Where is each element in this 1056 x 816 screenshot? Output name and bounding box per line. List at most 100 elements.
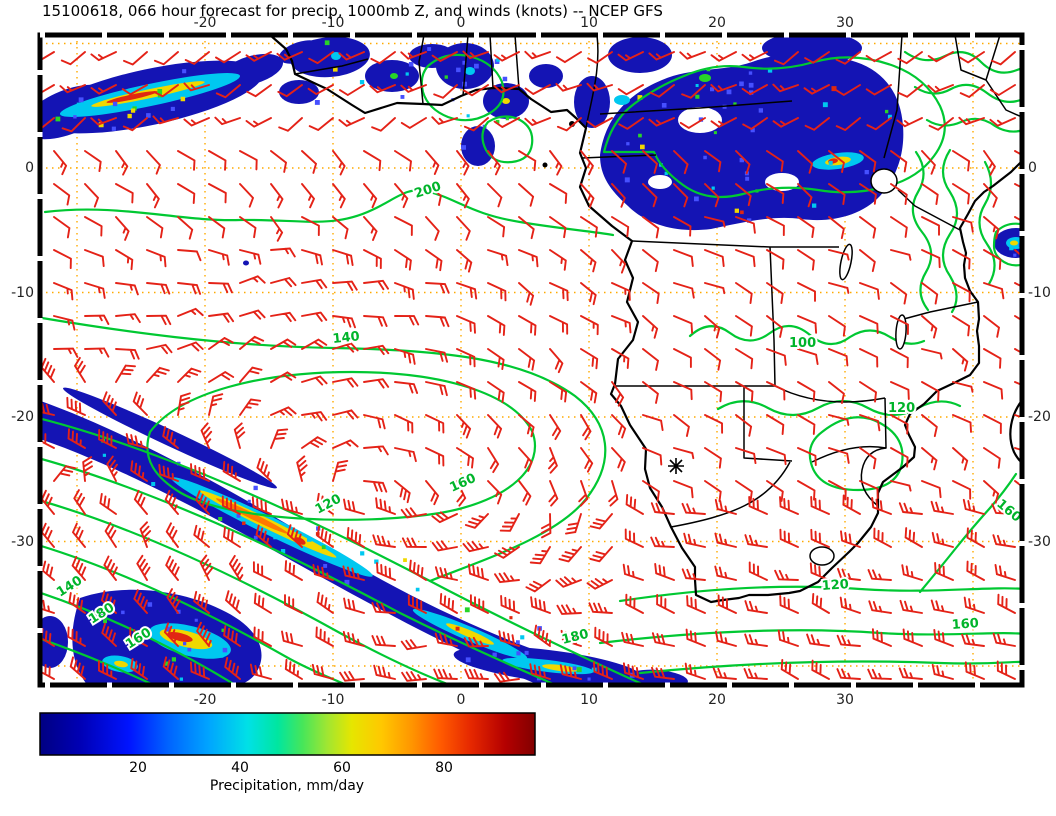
x-tick-label: 0 [457, 692, 466, 708]
x-tick-label: 10 [580, 15, 598, 31]
station-marker-asterisk [668, 458, 684, 474]
height-contour [43, 189, 615, 237]
height-contour [40, 417, 644, 685]
coastlines-and-borders [268, 35, 1022, 604]
precip-area [40, 400, 634, 685]
height-contour [146, 370, 537, 521]
x-tick-label: -20 [194, 15, 217, 31]
contour-label: 120 [888, 401, 915, 416]
plot-title: 15100618, 066 hour forecast for precip, … [42, 2, 663, 20]
colorbar-tick: 40 [231, 760, 249, 776]
colorbar-caption: Precipitation, mm/day [210, 778, 364, 794]
x-tick-label: 20 [708, 15, 726, 31]
precip-area [461, 126, 495, 166]
y-tick-label: -20 [1028, 409, 1051, 425]
country-border [769, 246, 776, 387]
precip-intense-core [614, 95, 630, 105]
x-tick-label: 20 [708, 692, 726, 708]
wind-barbs [40, 50, 1022, 683]
height-contour [40, 591, 238, 685]
contour-label: 120 [821, 577, 849, 594]
precip-area [529, 64, 563, 88]
x-tick-label: 30 [836, 692, 854, 708]
y-tick-label: 0 [1028, 160, 1037, 176]
colorbar-tick: 80 [435, 760, 453, 776]
height-contour [688, 324, 926, 346]
country-border [489, 35, 494, 89]
station-marker [668, 458, 684, 474]
precip-area [243, 260, 249, 266]
lake [870, 168, 898, 194]
precip-intense-core [1010, 240, 1018, 246]
coastline-madagascar [1009, 398, 1022, 465]
height-contour [598, 629, 1022, 645]
country-border [860, 447, 887, 507]
height-contour [941, 148, 959, 314]
colorbar-gradient [39, 712, 536, 756]
colorbar: 20 40 60 80 Precipitation, mm/day [39, 712, 536, 794]
contour-label: 200 [413, 179, 443, 202]
x-tick-label: -10 [322, 692, 345, 708]
x-axis-bottom: -20 -10 0 10 20 30 [194, 692, 854, 708]
y-tick-label: -30 [1028, 534, 1051, 550]
country-border [899, 301, 979, 321]
island [542, 162, 548, 168]
x-tick-label: -10 [322, 15, 345, 31]
precip-intense-core [216, 498, 288, 534]
height-contour [618, 585, 1022, 603]
height-contour [911, 150, 933, 312]
y-tick-label: -30 [11, 534, 34, 550]
wind-barb-field [40, 50, 1022, 683]
country-border [774, 385, 886, 403]
y-axis-right: 0 -10 -20 -30 [1028, 160, 1051, 550]
y-axis-left: 0 -10 -20 -30 [11, 160, 34, 550]
country-border [418, 35, 425, 105]
height-contour [913, 83, 1022, 104]
y-tick-label: -10 [11, 285, 34, 301]
country-border [514, 35, 520, 90]
x-tick-label: -20 [194, 692, 217, 708]
x-axis-top: -20 -10 0 10 20 30 [194, 15, 854, 31]
contour-label: 180 [560, 627, 590, 648]
country-border [462, 35, 469, 97]
precip-intense-core [542, 664, 578, 672]
height-contour [602, 56, 946, 199]
country-border [585, 35, 599, 129]
precip-intense-core [465, 67, 475, 75]
colorbar-tick: 60 [333, 760, 351, 776]
coastline-africa [268, 35, 1022, 604]
country-border [743, 386, 793, 462]
country-border [631, 240, 839, 248]
precip-area [608, 37, 672, 73]
height-contour [40, 316, 607, 583]
country-border [897, 189, 961, 231]
x-tick-label: 30 [836, 15, 854, 31]
lake [839, 243, 853, 281]
precip-area [40, 616, 68, 668]
contour-label: 140 [332, 329, 361, 347]
country-border [670, 461, 791, 528]
precip-area [600, 53, 904, 231]
precip-area [290, 36, 370, 78]
precip-intense-core [114, 660, 128, 668]
country-border-lesotho [809, 546, 835, 566]
x-tick-label: 10 [580, 692, 598, 708]
lake [895, 314, 907, 350]
precip-intense-core [502, 98, 510, 104]
precip-intense-core [331, 52, 341, 60]
y-tick-label: 0 [25, 160, 34, 176]
precip-intense-core [106, 91, 158, 103]
y-tick-label: -10 [1028, 285, 1051, 301]
contour-label: 100 [789, 336, 816, 351]
precip-area [279, 80, 319, 104]
precip-intense-core [390, 73, 398, 79]
height-contour [40, 499, 454, 685]
country-border [294, 58, 369, 75]
contour-label: 160 [951, 616, 979, 633]
y-tick-label: -20 [11, 409, 34, 425]
contour-label: 160 [993, 497, 1023, 526]
country-border [954, 35, 987, 81]
